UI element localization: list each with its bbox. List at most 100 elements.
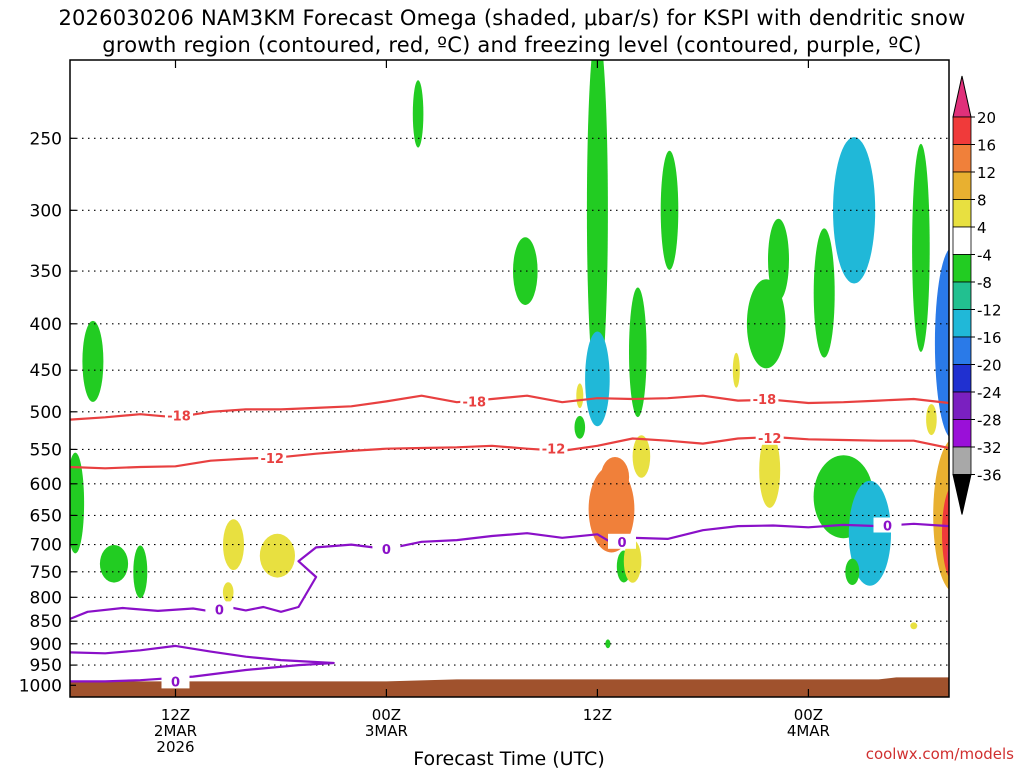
dendritic-minus18-label-2: -18 bbox=[753, 393, 777, 408]
colorbar-swatch-7 bbox=[952, 309, 972, 338]
omega-cell-4 bbox=[412, 80, 424, 148]
chart-title-line1: 2026030206 NAM3KM Forecast Omega (shaded… bbox=[58, 6, 966, 30]
colorbar-swatch-4 bbox=[952, 226, 972, 255]
omega-cell-9 bbox=[660, 150, 679, 270]
ytick-label-950: 950 bbox=[30, 656, 62, 676]
colorbar-label-4: 4 bbox=[977, 219, 987, 237]
credit-text: coolwx.com/models bbox=[866, 745, 1014, 763]
colorbar-label-1: 16 bbox=[977, 137, 996, 155]
colorbar-label-7: -12 bbox=[977, 302, 1002, 320]
omega-cell-7 bbox=[585, 331, 610, 427]
colorbar-label-3: 8 bbox=[977, 192, 987, 210]
colorbar-label-5: -4 bbox=[977, 247, 992, 265]
freezing-level-upper-label-2: 0 bbox=[617, 536, 626, 551]
ytick-label-650: 650 bbox=[30, 506, 62, 526]
omega-cell-39 bbox=[910, 622, 918, 630]
omega-shading-layer bbox=[70, 60, 983, 649]
xtick-label-2-0: 12Z bbox=[583, 706, 612, 724]
ytick-label-550: 550 bbox=[30, 440, 62, 460]
colorbar-swatch-6 bbox=[952, 281, 972, 310]
colorbar-swatch-12 bbox=[952, 446, 972, 475]
xtick-label-1-1: 3MAR bbox=[365, 722, 408, 740]
terrain-fill bbox=[70, 677, 949, 697]
dendritic-minus12-label-0: -12 bbox=[260, 452, 284, 467]
omega-cell-14 bbox=[912, 143, 930, 352]
ytick-label-300: 300 bbox=[30, 201, 62, 221]
omega-cell-1 bbox=[70, 452, 85, 554]
ytick-label-350: 350 bbox=[30, 262, 62, 282]
omega-cell-11 bbox=[768, 218, 789, 301]
ytick-label-250: 250 bbox=[30, 129, 62, 149]
y-axis: 250 300 350 400 450 500 550 600 650 700 750 800 850 9… bbox=[19, 129, 76, 696]
terrain-layer bbox=[70, 677, 949, 697]
omega-cell-0 bbox=[82, 320, 104, 402]
dendritic-minus18-label-bg-0 bbox=[165, 407, 193, 423]
colorbar-swatch-8 bbox=[952, 336, 972, 365]
omega-cell-2 bbox=[99, 545, 129, 583]
colorbar-label-10: -24 bbox=[977, 384, 1002, 402]
x-axis-label: Forecast Time (UTC) bbox=[413, 748, 604, 768]
colorbar-swatch-3 bbox=[952, 199, 972, 228]
freezing-level-lower-label-bg-0 bbox=[161, 673, 190, 689]
dendritic-minus12-label-bg-2 bbox=[755, 429, 784, 445]
freezing-level-upper-label-3: 0 bbox=[883, 520, 892, 535]
omega-cell-19 bbox=[965, 525, 983, 629]
chart-title-line2: growth region (contoured, red, ºC) and f… bbox=[102, 33, 922, 57]
xtick-label-0-2: 2026 bbox=[156, 738, 194, 756]
omega-cell-28 bbox=[600, 457, 630, 498]
colorbar-top-arrow bbox=[952, 75, 972, 118]
omega-cell-3 bbox=[133, 545, 148, 599]
omega-cell-32 bbox=[759, 432, 781, 508]
ytick-label-900: 900 bbox=[30, 635, 62, 655]
colorbar-swatch-0 bbox=[952, 116, 972, 145]
xtick-label-0-0: 12Z bbox=[161, 706, 190, 724]
colorbar-label-11: -28 bbox=[977, 412, 1002, 430]
ytick-label-700: 700 bbox=[30, 536, 62, 556]
freezing-level-upper-label-bg-2 bbox=[608, 533, 636, 549]
colorbar-legend: 20 16 12 8 4 -4 -8 -12 -16 -20 -24 -28 -32 -36 bbox=[952, 75, 1002, 515]
freezing-level-lower-label-0: 0 bbox=[171, 675, 180, 690]
colorbar-label-0: 20 bbox=[977, 109, 996, 127]
colorbar-label-12: -32 bbox=[977, 439, 1002, 457]
omega-cell-25 bbox=[259, 533, 295, 578]
omega-cell-12 bbox=[813, 228, 835, 358]
colorbar-swatch-9 bbox=[952, 364, 972, 393]
dendritic-minus12-label-2: -12 bbox=[758, 432, 782, 447]
colorbar-label-6: -8 bbox=[977, 274, 992, 292]
ytick-label-600: 600 bbox=[30, 475, 62, 495]
omega-cell-26 bbox=[222, 582, 234, 603]
dendritic-minus12-label-bg-0 bbox=[258, 449, 287, 465]
xtick-label-3-1: 4MAR bbox=[787, 722, 830, 740]
xtick-label-1-0: 00Z bbox=[372, 706, 401, 724]
colorbar-swatch-11 bbox=[952, 419, 972, 448]
freezing-level-upper-label-bg-1 bbox=[372, 541, 401, 557]
colorbar-swatch-1 bbox=[952, 144, 972, 173]
colorbar-swatch-10 bbox=[952, 391, 972, 420]
omega-cell-6 bbox=[586, 60, 608, 394]
omega-cell-22 bbox=[605, 639, 611, 649]
dendritic-minus18-line bbox=[70, 394, 949, 421]
xtick-label-3-0: 00Z bbox=[794, 706, 823, 724]
freezing-level-upper-label-bg-3 bbox=[873, 517, 902, 533]
colorbar-bottom-arrow bbox=[952, 474, 972, 515]
omega-cell-15 bbox=[934, 249, 949, 437]
freezing-level-upper-line bbox=[70, 522, 949, 620]
ytick-label-750: 750 bbox=[30, 563, 62, 583]
colorbar-label-2: 12 bbox=[977, 164, 996, 182]
colorbar-label-9: -20 bbox=[977, 357, 1002, 375]
ytick-label-850: 850 bbox=[30, 612, 62, 632]
pressure-gridlines bbox=[70, 137, 949, 686]
ytick-label-450: 450 bbox=[30, 361, 62, 381]
omega-cell-8 bbox=[629, 287, 647, 418]
xtick-label-0-1: 2MAR bbox=[154, 722, 197, 740]
colorbar-swatch-5 bbox=[952, 254, 972, 283]
omega-cell-30 bbox=[632, 435, 651, 478]
colorbar-label-8: -16 bbox=[977, 329, 1002, 347]
colorbar-label-13: -36 bbox=[977, 467, 1002, 485]
freezing-level-upper-label-1: 0 bbox=[382, 543, 391, 558]
omega-cell-20 bbox=[574, 415, 586, 439]
freezing-level-lower-line bbox=[70, 644, 335, 683]
dendritic-minus18-label-bg-2 bbox=[750, 391, 779, 406]
dendritic-minus12-line bbox=[70, 435, 949, 470]
